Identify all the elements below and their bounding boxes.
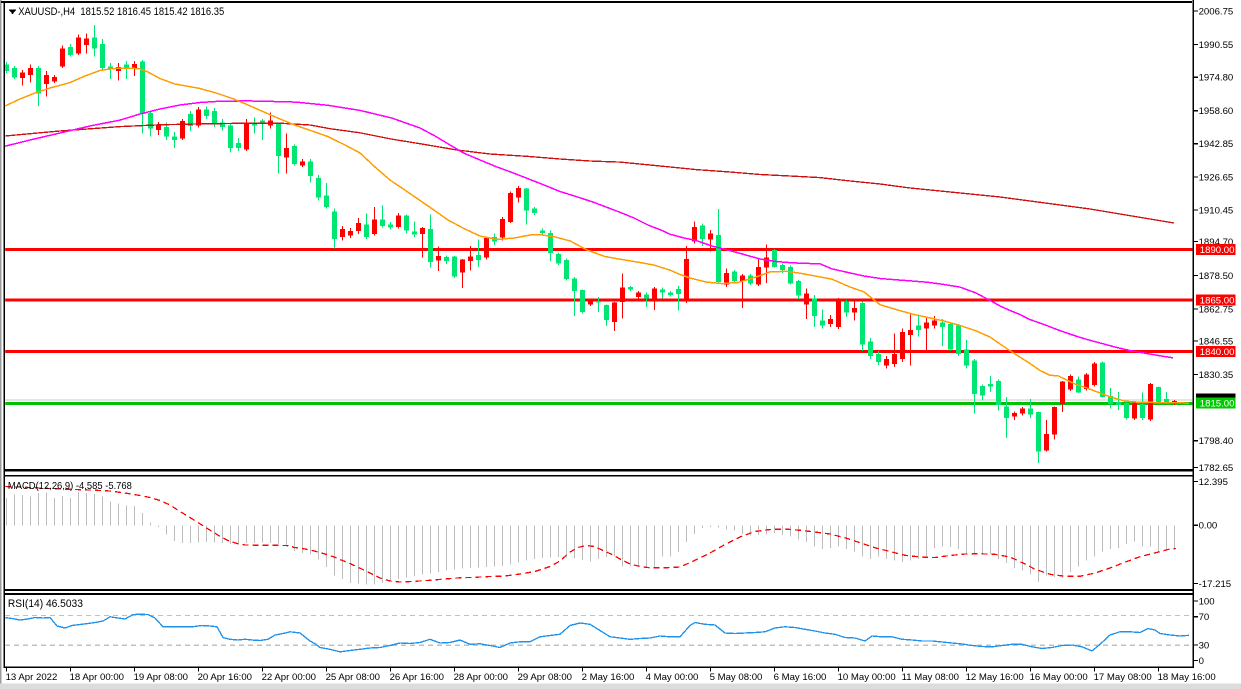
- svg-text:30: 30: [1199, 640, 1210, 651]
- svg-text:16 May 00:00: 16 May 00:00: [1030, 672, 1088, 683]
- svg-text:1782.65: 1782.65: [1199, 463, 1234, 474]
- svg-text:70: 70: [1199, 612, 1210, 623]
- svg-text:RSI(14) 46.5033: RSI(14) 46.5033: [8, 598, 83, 610]
- svg-text:1926.65: 1926.65: [1199, 173, 1234, 184]
- svg-text:4 May 00:00: 4 May 00:00: [646, 672, 699, 683]
- svg-text:2 May 16:00: 2 May 16:00: [582, 672, 635, 683]
- svg-text:MACD(12,26,9) -4.585 -5.768: MACD(12,26,9) -4.585 -5.768: [8, 480, 132, 492]
- svg-text:XAUUSD-,H4 1815.52 1816.45 18: XAUUSD-,H4 1815.52 1816.45 1815.42 1816.…: [18, 6, 224, 18]
- svg-text:12.395: 12.395: [1199, 477, 1228, 488]
- svg-text:19 Apr 08:00: 19 Apr 08:00: [134, 672, 188, 683]
- svg-text:1974.80: 1974.80: [1199, 73, 1234, 84]
- svg-text:1840.00: 1840.00: [1200, 347, 1235, 358]
- svg-text:1830.35: 1830.35: [1199, 370, 1234, 381]
- svg-text:6 May 16:00: 6 May 16:00: [774, 672, 827, 683]
- svg-text:-17.215: -17.215: [1199, 579, 1232, 590]
- svg-text:22 Apr 00:00: 22 Apr 00:00: [262, 672, 316, 683]
- svg-text:25 Apr 08:00: 25 Apr 08:00: [326, 672, 380, 683]
- svg-text:13 Apr 2022: 13 Apr 2022: [6, 672, 58, 683]
- svg-text:28 Apr 00:00: 28 Apr 00:00: [454, 672, 508, 683]
- svg-text:12 May 16:00: 12 May 16:00: [966, 672, 1024, 683]
- svg-text:10 May 00:00: 10 May 00:00: [838, 672, 896, 683]
- svg-text:17 May 08:00: 17 May 08:00: [1094, 672, 1152, 683]
- svg-text:2006.75: 2006.75: [1199, 6, 1234, 17]
- svg-text:1890.00: 1890.00: [1200, 245, 1235, 256]
- svg-text:1990.55: 1990.55: [1199, 40, 1234, 51]
- svg-text:18 May 16:00: 18 May 16:00: [1158, 672, 1216, 683]
- svg-text:1798.40: 1798.40: [1199, 436, 1234, 447]
- svg-text:1865.00: 1865.00: [1200, 295, 1235, 306]
- svg-text:1910.45: 1910.45: [1199, 205, 1234, 216]
- svg-text:20 Apr 16:00: 20 Apr 16:00: [198, 672, 252, 683]
- svg-text:29 Apr 08:00: 29 Apr 08:00: [518, 672, 572, 683]
- svg-text:1862.75: 1862.75: [1199, 304, 1234, 315]
- svg-text:18 Apr 00:00: 18 Apr 00:00: [70, 672, 124, 683]
- svg-text:0: 0: [1199, 656, 1204, 667]
- svg-text:100: 100: [1199, 596, 1215, 607]
- svg-text:11 May 08:00: 11 May 08:00: [902, 672, 959, 683]
- svg-text:26 Apr 16:00: 26 Apr 16:00: [390, 672, 444, 683]
- svg-text:5 May 08:00: 5 May 08:00: [710, 672, 763, 683]
- svg-text:1846.55: 1846.55: [1199, 336, 1234, 347]
- svg-text:0.00: 0.00: [1199, 521, 1218, 532]
- svg-text:1894.70: 1894.70: [1199, 237, 1234, 248]
- svg-text:1878.50: 1878.50: [1199, 271, 1234, 282]
- svg-text:1942.85: 1942.85: [1199, 139, 1234, 150]
- svg-text:1958.60: 1958.60: [1199, 106, 1234, 117]
- svg-text:1815.00: 1815.00: [1200, 399, 1235, 410]
